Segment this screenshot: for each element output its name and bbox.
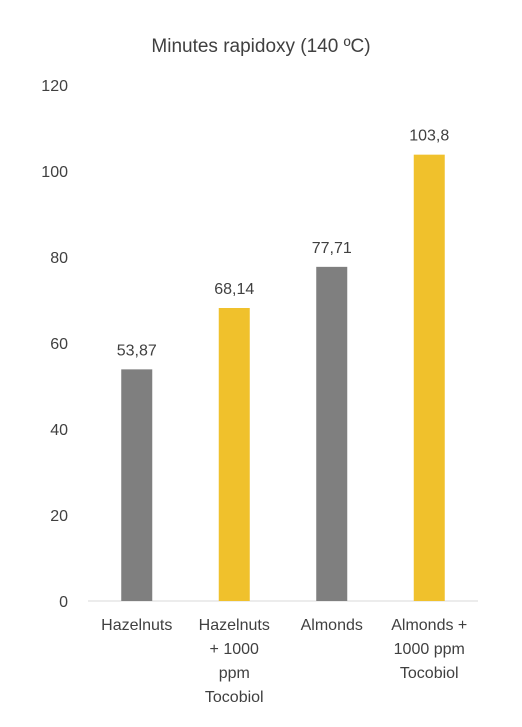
y-tick-label: 20 bbox=[50, 508, 68, 525]
category-labels: Hazelnuts Hazelnuts + 1000 ppm Tocobiol Almon… bbox=[101, 617, 467, 706]
category-label: Almonds bbox=[301, 617, 363, 634]
data-label: 77,71 bbox=[312, 240, 352, 257]
bar bbox=[121, 369, 153, 601]
category-label: 1000 ppm bbox=[394, 641, 465, 658]
data-label: 53,87 bbox=[117, 342, 157, 359]
y-tick-label: 40 bbox=[50, 422, 68, 439]
y-tick-label: 80 bbox=[50, 250, 68, 267]
bars bbox=[121, 154, 445, 601]
category-label: Hazelnuts bbox=[101, 617, 172, 634]
chart-title: Minutes rapidoxy (140 ºC) bbox=[151, 36, 370, 57]
category-label: Tocobiol bbox=[400, 665, 459, 682]
category-label: Tocobiol bbox=[205, 689, 264, 706]
bar bbox=[316, 266, 348, 601]
data-label: 68,14 bbox=[214, 281, 254, 298]
category-label: ppm bbox=[219, 665, 250, 682]
bar bbox=[218, 307, 250, 601]
data-label: 103,8 bbox=[409, 128, 449, 145]
data-labels: 53,87 68,14 77,71 103,8 bbox=[117, 128, 450, 360]
y-axis-ticks: 0 20 40 60 80 100 120 bbox=[41, 78, 68, 611]
bar bbox=[413, 154, 445, 601]
y-tick-label: 60 bbox=[50, 336, 68, 353]
category-label: Almonds + bbox=[391, 617, 467, 634]
y-tick-label: 0 bbox=[59, 594, 68, 611]
y-tick-label: 120 bbox=[41, 78, 68, 95]
category-label: Hazelnuts bbox=[199, 617, 270, 634]
y-tick-label: 100 bbox=[41, 164, 68, 181]
category-label: + 1000 bbox=[210, 641, 259, 658]
